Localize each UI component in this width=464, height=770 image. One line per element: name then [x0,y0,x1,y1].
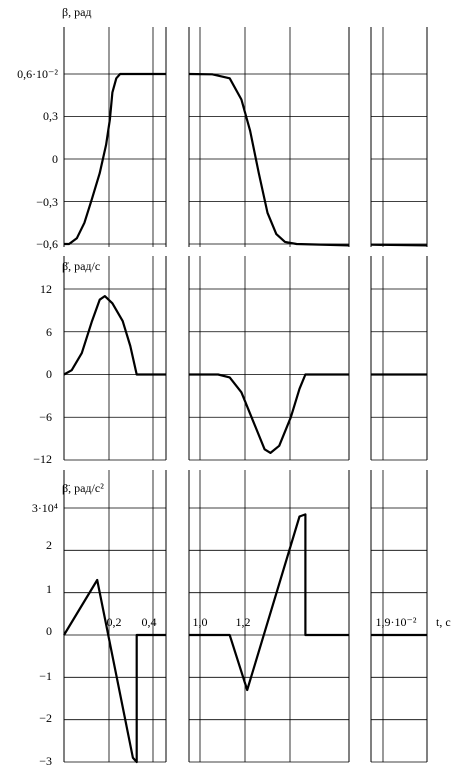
ytick-label: −0,3 [36,195,58,209]
series-line-panel-1-segment-2 [188,72,350,247]
ytick-label: 0 [52,152,58,166]
series-line-panel-3-segment-1 [63,578,166,764]
ytick-label: 0,3 [43,109,58,123]
ylabel-panel-3: β̈, рад/с² [62,481,104,495]
series-line-panel-1-segment-1 [64,72,166,246]
xtick-label: 1,0 [193,615,208,629]
xtick-label: 1,2 [236,615,251,629]
xtick-label: 0,4 [142,615,157,629]
series-line-panel-2-segment-2 [189,373,349,454]
curves [63,72,428,764]
ylabel-panel-2: β̇, рад/с [62,259,100,273]
series-line-panel-3-segment-2 [189,513,349,692]
xlabel: t, с [436,615,451,629]
ytick-label: −12 [33,452,52,466]
ytick-label: −2 [39,711,52,725]
gridlines [64,27,427,763]
ytick-label: −0,6 [36,237,58,251]
ylabel-panel-1: β, рад [62,5,92,19]
xtick-label: 0,2 [107,615,122,629]
ytick-label: −3 [39,754,52,768]
ytick-label: −6 [39,410,52,424]
ytick-label: 2 [46,538,52,552]
ytick-label: 0 [46,367,52,381]
ytick-label: 3·10⁴ [32,501,58,515]
xtick-label: 1,9·10⁻² [376,615,417,629]
ytick-label: 1 [46,582,52,596]
series-line-panel-1-segment-3 [370,243,428,247]
ytick-label: 0,6·10⁻² [17,67,58,81]
ytick-label: −1 [39,669,52,683]
ytick-label: 12 [40,282,52,296]
series-line-panel-2-segment-1 [63,295,166,376]
ytick-label: 0 [46,624,52,638]
frames [63,27,428,762]
ytick-label: 6 [46,325,52,339]
